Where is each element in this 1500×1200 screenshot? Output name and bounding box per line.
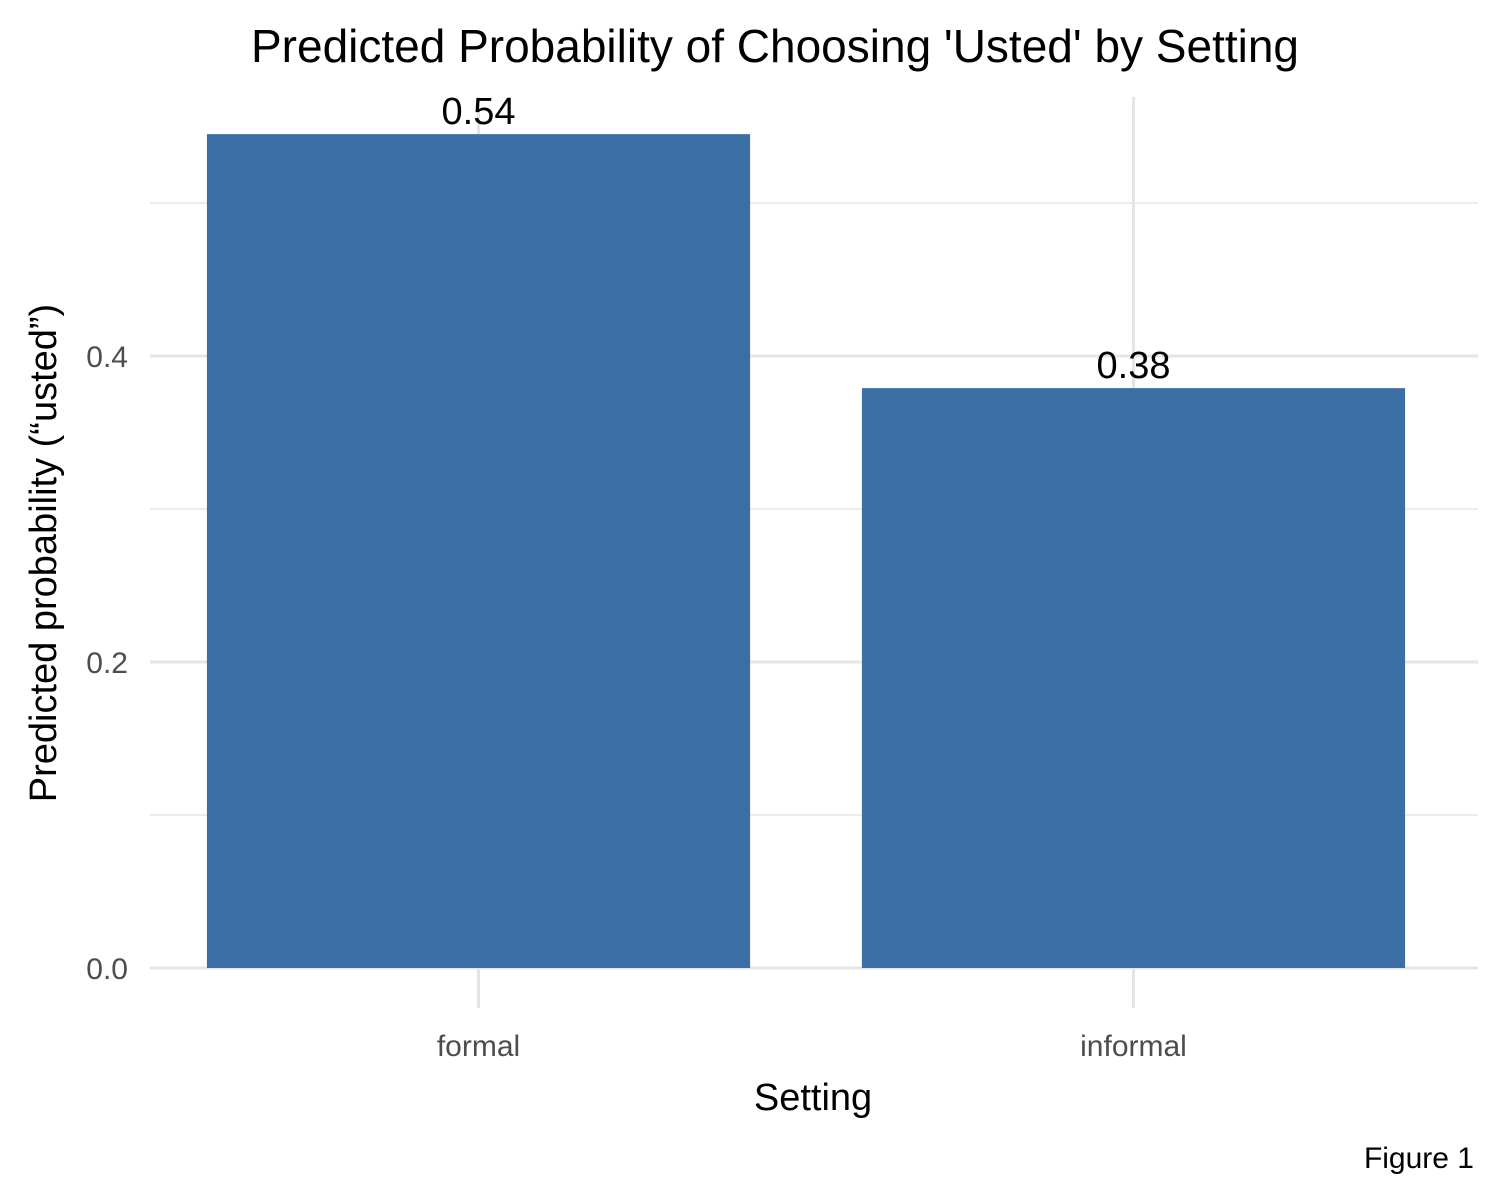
y-tick-label-0: 0.0 <box>86 953 128 986</box>
data-labels: 0.54 0.38 <box>442 91 1171 387</box>
y-tick-label-2: 0.4 <box>86 341 128 374</box>
y-axis-title: Predicted probability (“usted”) <box>23 304 65 802</box>
data-label-informal: 0.38 <box>1097 345 1171 387</box>
figure-caption: Figure 1 <box>1364 1142 1474 1175</box>
x-axis-title: Setting <box>754 1077 872 1119</box>
y-tick-label-1: 0.2 <box>86 647 128 680</box>
bar-informal <box>861 388 1406 968</box>
tick-labels: 0.0 0.2 0.4 formal informal <box>86 341 1187 1063</box>
chart-title: Predicted Probability of Choosing 'Usted… <box>251 20 1299 72</box>
data-label-formal: 0.54 <box>442 91 516 133</box>
bars <box>206 134 1406 968</box>
bar-formal <box>206 134 751 968</box>
x-tick-label-formal: formal <box>437 1030 520 1063</box>
x-tick-label-informal: informal <box>1080 1030 1187 1063</box>
